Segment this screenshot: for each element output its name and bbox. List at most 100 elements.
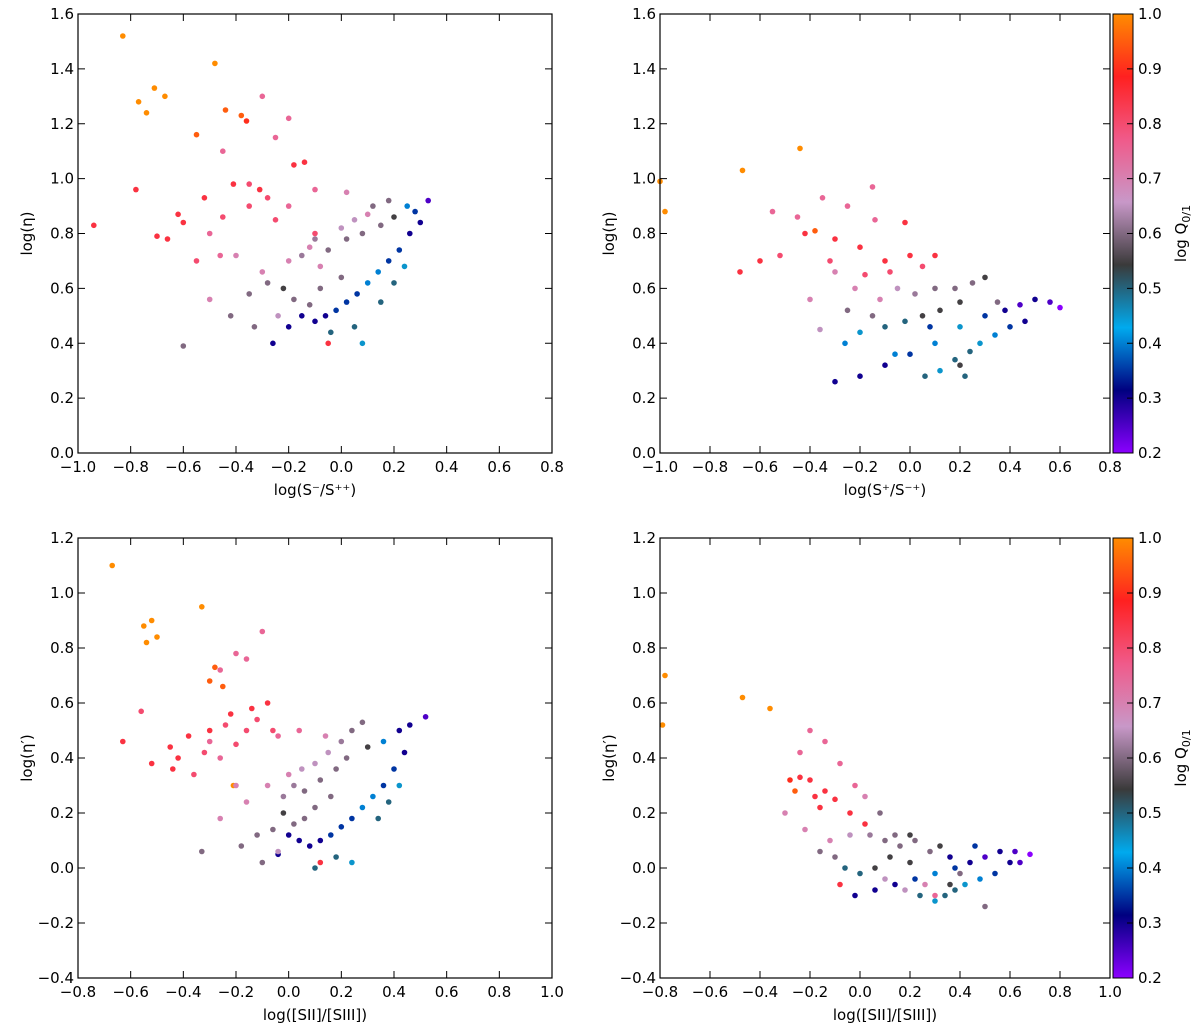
- y-tick-label: 1.2: [632, 529, 656, 547]
- y-axis-title: log(η′): [18, 734, 36, 781]
- scatter-point: [275, 733, 281, 739]
- y-tick-label: 1.2: [632, 115, 656, 133]
- scatter-point: [1022, 318, 1028, 325]
- y-tick-label: 0.6: [632, 279, 656, 297]
- scatter-point: [299, 252, 305, 259]
- scatter-point: [343, 299, 350, 305]
- scatter-point: [952, 887, 958, 893]
- scatter-point: [842, 340, 848, 347]
- scatter-point: [862, 793, 868, 800]
- scatter-point: [417, 219, 424, 226]
- scatter-point: [193, 258, 200, 264]
- scatter-point: [425, 197, 432, 204]
- plot-frame: [659, 13, 1111, 454]
- scatter-point: [907, 832, 913, 838]
- scatter-point: [422, 714, 429, 720]
- scatter-point: [894, 285, 901, 292]
- scatter-point: [892, 832, 898, 838]
- colorbar-tick-label: 0.4: [1138, 859, 1162, 877]
- scatter-point: [230, 181, 237, 187]
- x-tick-label: −0.6: [692, 983, 728, 1001]
- scatter-point: [882, 324, 888, 330]
- scatter-point: [351, 324, 358, 330]
- scatter-point: [270, 826, 276, 833]
- scatter-point: [199, 604, 205, 610]
- scatter-points: [657, 145, 1063, 385]
- scatter-point: [272, 134, 279, 141]
- scatter-point: [312, 186, 318, 193]
- scatter-point: [291, 782, 297, 789]
- scatter-panel-4: −0.8 −0.6 −0.4 −0.2 0.0 0.2 0.4 0.6 0.8 1.0 −0.4 −0…: [600, 529, 1122, 1024]
- colorbar-label: log Q0/1: [1172, 205, 1193, 262]
- x-tick-label: −0.8: [642, 983, 678, 1001]
- scatter-point: [301, 788, 308, 794]
- scatter-point: [259, 269, 266, 275]
- scatter-point: [817, 848, 823, 855]
- colorbar-tick-label: 1.0: [1138, 529, 1162, 547]
- colorbar-tick-label: 0.5: [1138, 804, 1162, 822]
- scatter-point: [312, 318, 318, 325]
- scatter-point: [291, 296, 297, 303]
- scatter-point: [238, 112, 245, 119]
- scatter-point: [349, 815, 355, 822]
- scatter-point: [967, 348, 973, 355]
- scatter-point: [401, 263, 408, 270]
- y-tick-label: 1.0: [632, 170, 656, 188]
- scatter-point: [370, 203, 376, 209]
- y-tick-label: 0.0: [632, 859, 656, 877]
- scatter-point: [902, 887, 908, 893]
- x-tick-label: −0.4: [218, 458, 254, 476]
- scatter-point: [997, 848, 1003, 855]
- scatter-point: [285, 324, 292, 330]
- scatter-point: [952, 356, 958, 363]
- scatter-point: [351, 217, 358, 223]
- x-tick-label: 0.6: [1048, 458, 1072, 476]
- scatter-point: [932, 898, 938, 904]
- scatter-point: [822, 788, 828, 794]
- scatter-point: [952, 285, 958, 292]
- scatter-point: [659, 722, 666, 728]
- scatter-point: [385, 197, 392, 204]
- scatter-point: [812, 793, 818, 800]
- colorbar-tick-label: 0.2: [1138, 444, 1162, 462]
- scatter-point: [299, 766, 305, 772]
- scatter-point: [328, 329, 334, 336]
- scatter-point: [259, 628, 266, 635]
- scatter-point: [852, 782, 858, 789]
- scatter-point: [243, 656, 250, 662]
- scatter-point: [285, 203, 292, 209]
- y-tick-label: 0.6: [50, 279, 74, 297]
- scatter-point: [932, 340, 938, 347]
- x-tick-label: 0.2: [898, 983, 922, 1001]
- scatter-point: [982, 854, 988, 860]
- scatter-point: [201, 195, 208, 201]
- scatter-point: [922, 373, 928, 380]
- scatter-point: [937, 307, 943, 314]
- scatter-point: [270, 727, 276, 734]
- scatter-point: [143, 639, 150, 646]
- scatter-point: [807, 727, 813, 734]
- y-tick-label: 1.0: [50, 584, 74, 602]
- scatter-point: [238, 843, 245, 849]
- colorbar-tick-label: 1.0: [1138, 5, 1162, 23]
- scatter-point: [251, 324, 258, 330]
- scatter-point: [243, 799, 250, 805]
- x-tick-label: −0.8: [60, 983, 96, 1001]
- scatter-point: [299, 313, 305, 319]
- scatter-point: [164, 236, 171, 242]
- x-tick-label: 0.0: [848, 983, 872, 1001]
- scatter-point: [328, 832, 334, 838]
- scatter-point: [977, 340, 983, 347]
- scatter-panels: −1.0 −0.8 −0.6 −0.4 −0.2 0.0 0.2 0.4 0.6 0.8 0.0 0.…: [18, 5, 1122, 1024]
- scatter-point: [227, 313, 234, 319]
- scatter-point: [877, 810, 883, 816]
- scatter-point: [887, 269, 893, 275]
- scatter-point: [794, 214, 801, 220]
- y-tick-label: −0.4: [620, 969, 656, 987]
- x-tick-label: −0.4: [165, 983, 201, 1001]
- scatter-point: [932, 892, 938, 899]
- colorbar-tick-label: 0.3: [1138, 389, 1162, 407]
- scatter-point: [1032, 296, 1038, 303]
- scatter-point: [370, 793, 376, 800]
- scatter-point: [312, 236, 318, 242]
